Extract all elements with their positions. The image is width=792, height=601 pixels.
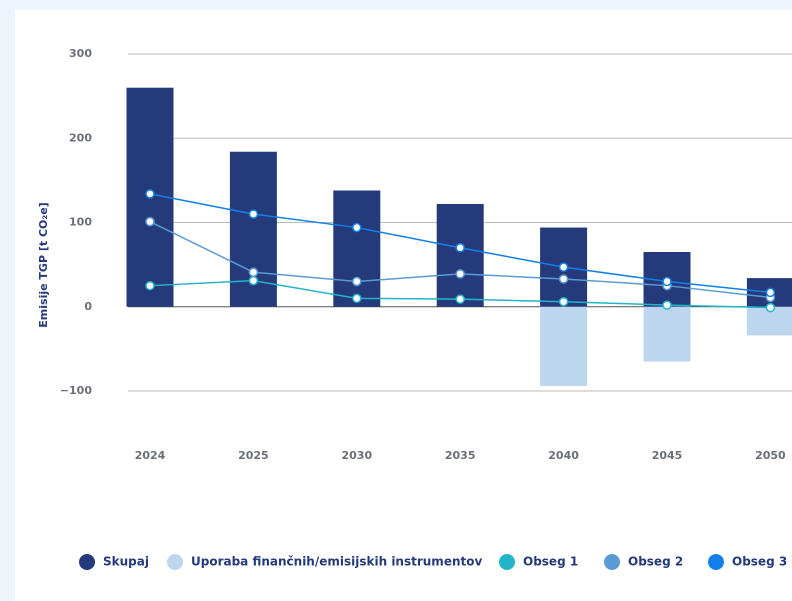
bar — [333, 190, 381, 307]
bar — [540, 306, 588, 386]
point — [352, 276, 362, 287]
legend-label: Uporaba finančnih/emisijskih instrumento… — [191, 555, 482, 569]
x-tick-label: 2045 — [652, 449, 683, 462]
legend-swatch — [167, 554, 183, 570]
x-tick-label: 2025 — [238, 449, 269, 462]
legend-swatch — [499, 554, 515, 570]
legend-label: Obseg 3 — [732, 555, 787, 569]
x-tick-label: 2050 — [755, 449, 786, 462]
y-axis-label: Emisije TGP [t CO₂e] — [37, 202, 50, 327]
legend-label: Obseg 2 — [628, 555, 683, 569]
legend-label: Obseg 1 — [523, 555, 578, 569]
y-tick-label: 0 — [84, 300, 92, 313]
point — [558, 296, 569, 307]
x-tick-label: 2024 — [135, 449, 166, 462]
x-tick-label: 2040 — [548, 449, 579, 462]
point — [662, 276, 672, 287]
point — [455, 269, 465, 279]
point — [662, 300, 672, 310]
point — [352, 293, 362, 304]
legend-label: Skupaj — [103, 555, 149, 569]
point — [455, 294, 465, 304]
point — [248, 275, 259, 286]
y-tick-label: 300 — [69, 47, 92, 60]
legend-swatch — [79, 554, 95, 570]
bar — [643, 306, 691, 362]
legend-swatch — [604, 554, 620, 570]
point — [455, 243, 465, 253]
point — [765, 302, 776, 313]
bar — [436, 203, 484, 307]
x-tick-label: 2035 — [445, 449, 476, 462]
legend-swatch — [708, 554, 724, 570]
point — [248, 267, 259, 277]
point — [352, 222, 362, 233]
point — [145, 280, 155, 291]
y-tick-label: −100 — [60, 384, 93, 397]
point — [145, 189, 155, 199]
point — [558, 262, 569, 272]
y-tick-label: 100 — [69, 216, 92, 229]
point — [765, 287, 776, 298]
x-tick-label: 2030 — [341, 449, 372, 462]
point — [558, 274, 569, 284]
point — [145, 216, 155, 227]
point — [248, 209, 259, 219]
y-tick-label: 200 — [69, 131, 92, 144]
